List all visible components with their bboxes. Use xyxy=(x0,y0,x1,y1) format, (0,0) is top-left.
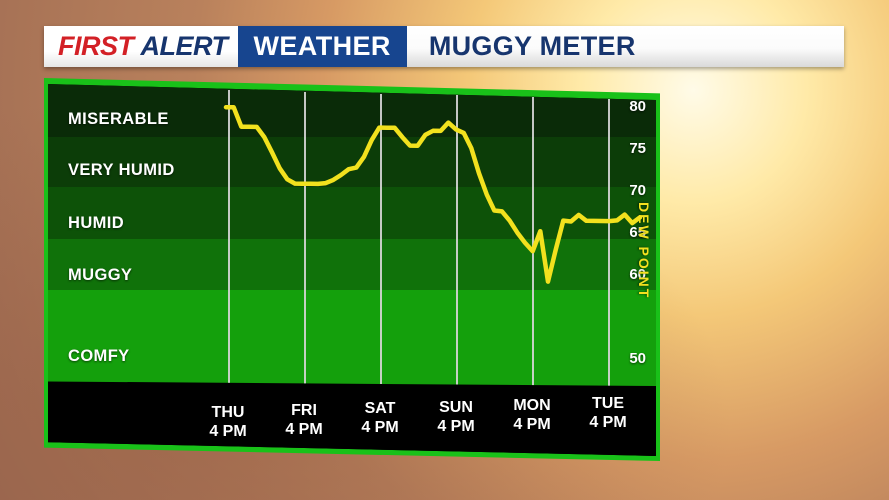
day-tick-sat: SAT 4 PM xyxy=(340,399,420,437)
day-time: 4 PM xyxy=(361,419,399,437)
band-label-miserable: MISERABLE xyxy=(68,110,169,128)
day-time: 4 PM xyxy=(513,415,551,433)
day-time: 4 PM xyxy=(209,423,247,440)
weather-badge: WEATHER xyxy=(237,26,407,67)
day-tick-mon: MON 4 PM xyxy=(492,396,572,434)
chart-plot-area: MISERABLE VERY HUMID HUMID MUGGY COMFY 8… xyxy=(48,84,656,386)
y-tick-65: 65 xyxy=(629,224,646,242)
day-name: MON xyxy=(513,396,551,414)
day-name: FRI xyxy=(291,402,317,420)
comfort-band-comfy xyxy=(48,290,656,386)
day-name: THU xyxy=(211,404,245,421)
comfort-band-humid xyxy=(48,187,656,239)
gridline-mon xyxy=(532,97,534,386)
y-tick-75: 75 xyxy=(629,140,646,158)
day-name: TUE xyxy=(592,395,624,412)
day-tick-sun: SUN 4 PM xyxy=(416,398,496,436)
comfort-band-very-humid xyxy=(48,137,656,187)
day-time: 4 PM xyxy=(589,414,627,431)
chart-inner-panel: MISERABLE VERY HUMID HUMID MUGGY COMFY 8… xyxy=(48,84,656,456)
weather-word: WEATHER xyxy=(253,31,391,61)
band-label-humid: HUMID xyxy=(68,214,125,232)
dew-point-line xyxy=(223,104,643,284)
day-time: 4 PM xyxy=(437,417,475,435)
day-name: SAT xyxy=(364,400,396,418)
day-axis: THU 4 PM FRI 4 PM SAT 4 PM SUN 4 PM MON 4 PM TUE 4 … xyxy=(48,386,656,456)
day-tick-fri: FRI 4 PM xyxy=(264,401,344,439)
y-axis-title: DEW POINT xyxy=(636,202,652,300)
gridline-sat xyxy=(380,93,382,386)
product-title-area: MUGGY METER xyxy=(406,26,844,67)
first-word: FIRST xyxy=(58,31,134,61)
gridline-tue xyxy=(608,98,610,386)
band-label-very-humid: VERY HUMID xyxy=(68,161,175,179)
y-tick-50: 50 xyxy=(629,350,646,368)
gridline-fri xyxy=(304,91,306,386)
day-time: 4 PM xyxy=(285,421,323,439)
gridline-thu xyxy=(228,90,230,386)
band-label-muggy: MUGGY xyxy=(68,266,133,284)
y-tick-70: 70 xyxy=(629,182,646,200)
page-title: MUGGY METER xyxy=(428,31,636,61)
day-tick-tue: TUE 4 PM xyxy=(568,394,648,432)
band-label-comfy: COMFY xyxy=(68,347,130,365)
day-name: SUN xyxy=(439,398,473,416)
y-tick-60: 60 xyxy=(629,266,646,284)
first-alert-logo: FIRST ALERT xyxy=(44,26,238,67)
gridline-sun xyxy=(456,95,458,386)
y-tick-80: 80 xyxy=(629,98,646,116)
alert-word: ALERT xyxy=(140,31,229,61)
branding-title-bar: FIRST ALERT WEATHER MUGGY METER xyxy=(44,26,844,67)
muggy-meter-chart: MISERABLE VERY HUMID HUMID MUGGY COMFY 8… xyxy=(44,78,660,461)
day-tick-thu: THU 4 PM xyxy=(188,403,268,441)
